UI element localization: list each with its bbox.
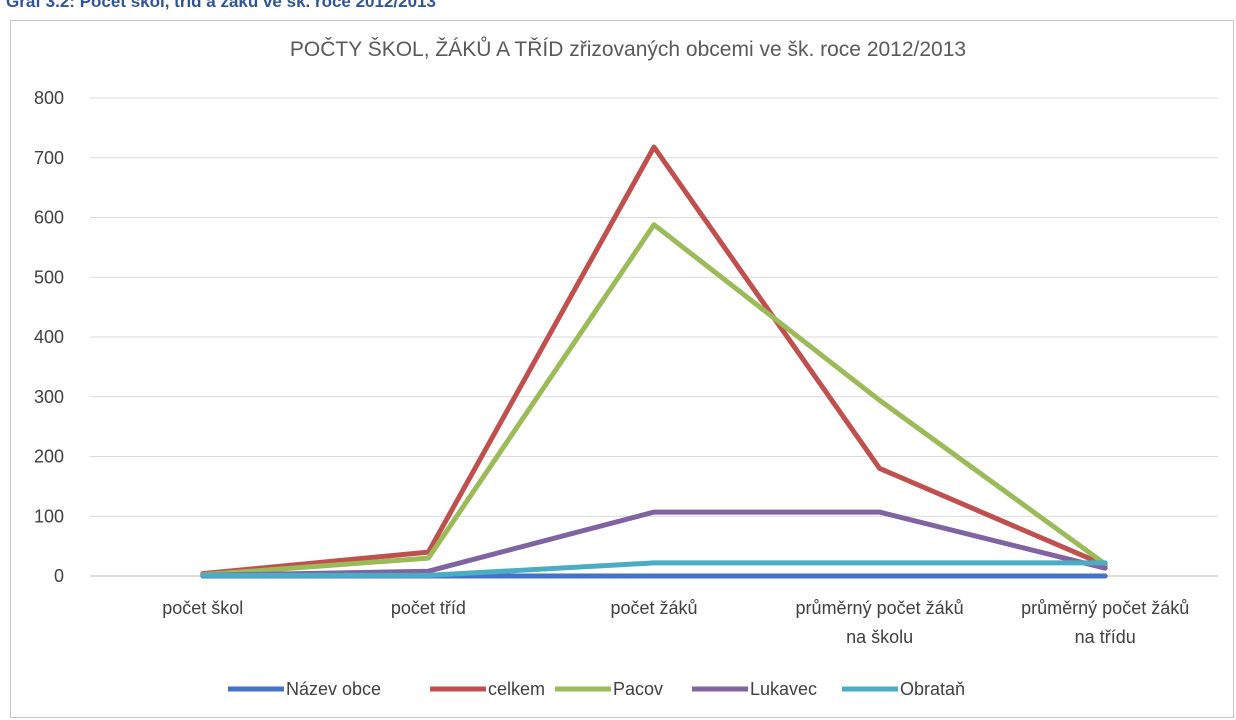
figure-caption: Graf 3.2: Počet škol, tříd a žáků ve šk.… bbox=[6, 0, 436, 11]
data-point bbox=[879, 575, 881, 577]
legend-label: celkem bbox=[488, 679, 545, 699]
data-point bbox=[427, 551, 429, 553]
x-tick-label: počet žáků bbox=[610, 598, 697, 618]
data-point bbox=[427, 570, 429, 572]
legend-label: Název obce bbox=[286, 679, 381, 699]
y-tick-label: 500 bbox=[34, 267, 64, 287]
data-point bbox=[653, 562, 655, 564]
chart-title: POČTY ŠKOL, ŽÁKŮ A TŘÍD zřizovaných obce… bbox=[290, 37, 966, 61]
y-tick-label: 400 bbox=[34, 327, 64, 347]
data-point bbox=[202, 574, 204, 576]
data-point bbox=[1104, 567, 1106, 569]
x-tick-label: počet tříd bbox=[391, 598, 466, 618]
x-tick-label: na třídu bbox=[1075, 627, 1136, 647]
data-point bbox=[653, 575, 655, 577]
y-tick-label: 300 bbox=[34, 387, 64, 407]
gridlines bbox=[90, 97, 1218, 577]
x-tick-label: na školu bbox=[846, 627, 913, 647]
data-point bbox=[427, 574, 429, 576]
chart-frame bbox=[10, 20, 1234, 718]
data-point bbox=[1104, 562, 1106, 564]
data-point bbox=[653, 511, 655, 513]
y-tick-label: 200 bbox=[34, 447, 64, 467]
data-point bbox=[653, 146, 655, 148]
y-tick-label: 800 bbox=[34, 88, 64, 108]
data-point bbox=[427, 557, 429, 559]
legend: Název obce celkem Pacov Lukavec Obrataň bbox=[228, 679, 965, 699]
data-point bbox=[879, 467, 881, 469]
data-point bbox=[653, 224, 655, 226]
series-lines bbox=[200, 144, 1108, 579]
y-axis-ticks: 0 100 200 300 400 500 600 700 800 bbox=[34, 88, 64, 586]
y-tick-label: 100 bbox=[34, 506, 64, 526]
x-tick-label: počet škol bbox=[162, 598, 243, 618]
legend-label: Lukavec bbox=[750, 679, 817, 699]
y-tick-label: 0 bbox=[54, 566, 64, 586]
legend-label: Pacov bbox=[613, 679, 663, 699]
data-point bbox=[879, 562, 881, 564]
y-tick-label: 700 bbox=[34, 148, 64, 168]
x-tick-label: průměrný počet žáků bbox=[796, 598, 964, 618]
data-point bbox=[879, 511, 881, 513]
x-tick-label: průměrný počet žáků bbox=[1021, 598, 1189, 618]
data-point bbox=[1104, 575, 1106, 577]
legend-label: Obrataň bbox=[900, 679, 965, 699]
y-tick-label: 600 bbox=[34, 208, 64, 228]
x-axis-ticks: počet škol počet tříd počet žáků průměrný p… bbox=[162, 598, 1189, 647]
data-point bbox=[879, 399, 881, 401]
